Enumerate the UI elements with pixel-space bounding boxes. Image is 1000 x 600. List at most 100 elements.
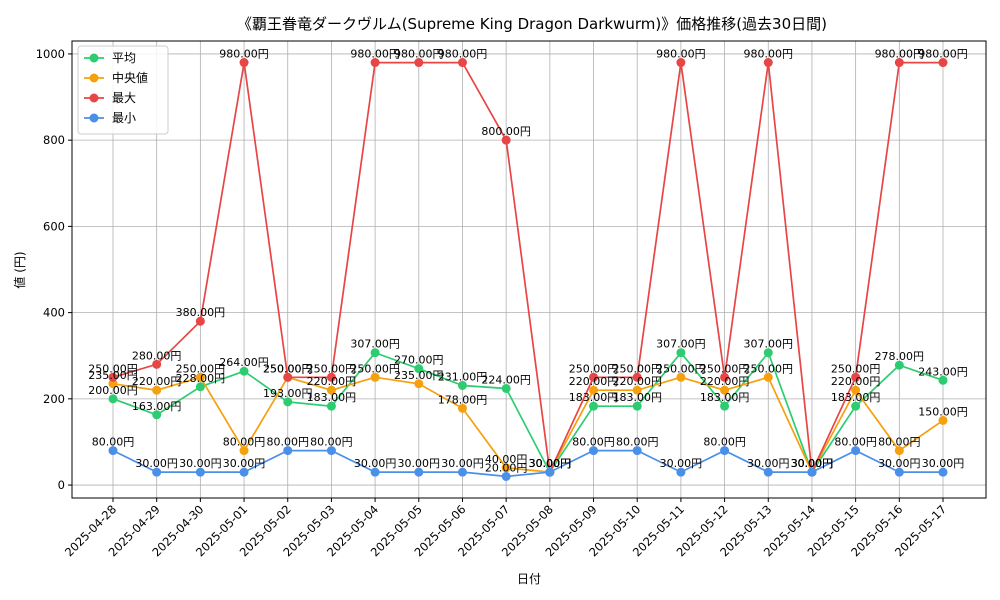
- data-label: 250.00円: [831, 362, 881, 375]
- legend-marker: [89, 113, 99, 123]
- data-point: [632, 446, 642, 456]
- data-label: 80.00円: [572, 436, 615, 449]
- data-label: 250.00円: [350, 362, 400, 375]
- data-point: [370, 58, 380, 68]
- data-point: [676, 467, 686, 477]
- data-label: 980.00円: [438, 48, 488, 61]
- data-label: 200.00円: [88, 384, 138, 397]
- data-point: [676, 372, 686, 382]
- data-label: 30.00円: [529, 457, 572, 470]
- data-label: 220.00円: [612, 375, 662, 388]
- data-label: 163.00円: [132, 400, 182, 413]
- data-point: [283, 446, 293, 456]
- data-label: 30.00円: [747, 457, 790, 470]
- data-label: 980.00円: [918, 48, 968, 61]
- data-point: [501, 471, 511, 481]
- data-label: 30.00円: [791, 457, 834, 470]
- data-point: [283, 372, 293, 382]
- data-point: [239, 58, 249, 68]
- data-point: [851, 401, 861, 411]
- data-label: 270.00円: [394, 354, 444, 367]
- data-label: 150.00円: [918, 405, 968, 418]
- data-point: [370, 348, 380, 358]
- data-label: 250.00円: [176, 362, 226, 375]
- data-label: 235.00円: [88, 369, 138, 382]
- series-line: [112, 61, 943, 476]
- data-label: 980.00円: [219, 48, 269, 61]
- data-label: 264.00円: [219, 356, 269, 369]
- data-point: [326, 401, 336, 411]
- data-label: 980.00円: [875, 48, 925, 61]
- data-label: 307.00円: [744, 338, 794, 351]
- data-point: [195, 382, 205, 392]
- data-point: [414, 364, 424, 374]
- data-point: [108, 372, 118, 382]
- data-point: [763, 372, 773, 382]
- data-point: [807, 467, 817, 477]
- data-point: [589, 385, 599, 395]
- data-label: 250.00円: [612, 362, 662, 375]
- data-point: [894, 446, 904, 456]
- data-label: 80.00円: [616, 436, 659, 449]
- data-label: 20.00円: [485, 461, 528, 474]
- legend-label: 平均: [112, 51, 136, 65]
- x-axis-label: 日付: [517, 572, 541, 586]
- data-label: 220.00円: [831, 375, 881, 388]
- data-point: [239, 366, 249, 376]
- data-point: [152, 467, 162, 477]
- data-point: [676, 348, 686, 358]
- data-label: 80.00円: [223, 436, 266, 449]
- data-label: 80.00円: [266, 436, 309, 449]
- data-label: 30.00円: [791, 457, 834, 470]
- legend-label: 最大: [112, 91, 136, 105]
- series-line: [112, 376, 944, 475]
- data-point: [152, 385, 162, 395]
- data-point: [370, 467, 380, 477]
- y-tick-label: 1000: [36, 47, 65, 61]
- data-label: 80.00円: [703, 436, 746, 449]
- y-axis-label: 値 (円): [12, 251, 27, 288]
- data-point: [938, 375, 948, 385]
- chart-title: 《覇王眷竜ダークヴルム(Supreme King Dragon Darkwurm…: [237, 15, 827, 33]
- legend-marker: [89, 53, 99, 63]
- data-label: 183.00円: [700, 391, 750, 404]
- data-point: [763, 467, 773, 477]
- data-point: [720, 401, 730, 411]
- data-point: [108, 446, 118, 456]
- series-line: [112, 351, 944, 474]
- data-point: [501, 383, 511, 393]
- data-label: 30.00円: [791, 457, 834, 470]
- data-point: [720, 385, 730, 395]
- data-label: 980.00円: [744, 48, 794, 61]
- data-label: 980.00円: [394, 48, 444, 61]
- data-label: 980.00円: [350, 48, 400, 61]
- x-axis: 2025-04-282025-04-292025-04-302025-05-01…: [62, 498, 949, 559]
- data-label: 220.00円: [700, 375, 750, 388]
- data-point: [632, 385, 642, 395]
- y-axis: 0 200 400 600 800 1000: [36, 47, 72, 492]
- data-point: [763, 58, 773, 68]
- data-label: 30.00円: [529, 457, 572, 470]
- data-point: [457, 58, 467, 68]
- data-label: 224.00円: [481, 373, 531, 386]
- data-point: [239, 446, 249, 456]
- data-label: 250.00円: [700, 362, 750, 375]
- y-tick-label: 0: [58, 478, 65, 492]
- data-label: 243.00円: [918, 365, 968, 378]
- data-label: 250.00円: [88, 362, 138, 375]
- data-point: [851, 372, 861, 382]
- data-point: [239, 467, 249, 477]
- legend-marker: [89, 93, 99, 103]
- plot-frame: [71, 40, 987, 499]
- data-point: [152, 410, 162, 420]
- series-line: [112, 449, 943, 478]
- data-label: 231.00円: [438, 370, 488, 383]
- data-label: 250.00円: [307, 362, 357, 375]
- data-label: 235.00円: [394, 369, 444, 382]
- data-point: [676, 58, 686, 68]
- data-label: 228.00円: [176, 372, 226, 385]
- data-point: [938, 467, 948, 477]
- legend-label: 中央値: [112, 70, 148, 85]
- data-point: [108, 394, 118, 404]
